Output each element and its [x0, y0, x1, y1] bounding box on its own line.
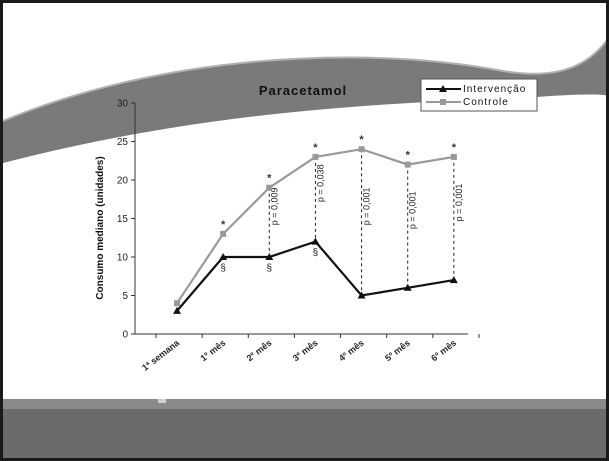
- significance-star: *: [221, 219, 226, 231]
- x-tick-label: 4º mês: [337, 338, 366, 364]
- data-point-intervencao: [357, 291, 366, 299]
- x-tick-label: 1ª semana: [140, 337, 182, 373]
- y-tick-label: 20: [117, 176, 129, 187]
- section-mark: §: [267, 263, 273, 274]
- y-tick-label: 25: [117, 137, 129, 148]
- y-tick-label: 0: [122, 330, 128, 341]
- y-tick-label: 15: [117, 214, 129, 225]
- x-tick-label: 5º mês: [383, 338, 412, 364]
- data-point-intervencao: [403, 283, 412, 291]
- data-point-controle: [266, 184, 273, 191]
- section-mark: §: [313, 248, 319, 259]
- significance-star: *: [359, 134, 364, 146]
- legend: Intervenção Controle: [420, 78, 538, 112]
- p-value-label: p = 0,001: [454, 184, 464, 222]
- p-value-label: p = 0,001: [362, 187, 372, 225]
- legend-box: [420, 78, 538, 112]
- data-point-controle: [312, 153, 319, 160]
- x-tick-label: 3º mês: [291, 338, 320, 364]
- significance-star: *: [406, 150, 411, 162]
- data-point-intervencao: [173, 306, 181, 314]
- data-point-intervencao: [265, 253, 274, 260]
- chart: Paracetamol Consumo mediano (unidades) 0…: [3, 39, 606, 458]
- p-value-label: p = 0,009: [269, 187, 279, 225]
- legend-label-controle: Controle: [463, 97, 509, 108]
- data-point-controle: [404, 161, 411, 168]
- significance-star: *: [313, 142, 318, 154]
- x-tick-label: 6º mês: [429, 338, 458, 364]
- chart-title: Paracetamol: [259, 83, 347, 98]
- y-tick-label: 10: [117, 253, 129, 264]
- data-point-intervencao: [311, 237, 320, 245]
- p-value-label: p = 0,038: [315, 164, 325, 202]
- significance-star: *: [452, 142, 457, 154]
- data-point-controle: [174, 300, 180, 307]
- data-point-controle: [220, 230, 227, 237]
- y-axis-label: Consumo mediano (unidades): [95, 156, 106, 299]
- section-mark: §: [220, 263, 226, 274]
- data-point-intervencao: [449, 276, 458, 284]
- data-point-intervencao: [219, 253, 228, 260]
- legend-label-intervencao: Intervenção: [463, 84, 526, 95]
- y-ticks: 0 5 10 15 20 25 30: [117, 99, 135, 341]
- significance-marks: * * * * * * § § §: [220, 134, 456, 274]
- p-value-annotations: p = 0,009 p = 0,038 p = 0,001 p = 0,001 p = …: [268, 149, 464, 296]
- p-value-label: p = 0,001: [408, 191, 418, 229]
- legend-marker-controle: [440, 99, 446, 105]
- data-point-controle: [450, 153, 457, 160]
- x-tick-label: 2º mês: [245, 338, 274, 364]
- significance-star: *: [267, 173, 272, 185]
- footer-band-upper: [3, 399, 606, 409]
- footer-band-mark: [158, 399, 166, 403]
- y-tick-label: 5: [122, 291, 128, 302]
- data-point-controle: [358, 146, 365, 153]
- x-ticks: 1ª semana 1º mês 2º mês 3º mês 4º mês 5º mês 6…: [140, 334, 480, 373]
- legend-marker-intervencao: [439, 85, 447, 92]
- background-wave-highlight: [3, 39, 606, 122]
- series-group: [173, 146, 458, 314]
- background-wave: [3, 41, 606, 163]
- y-tick-label: 30: [117, 99, 129, 110]
- x-tick-label: 1º mês: [199, 338, 228, 364]
